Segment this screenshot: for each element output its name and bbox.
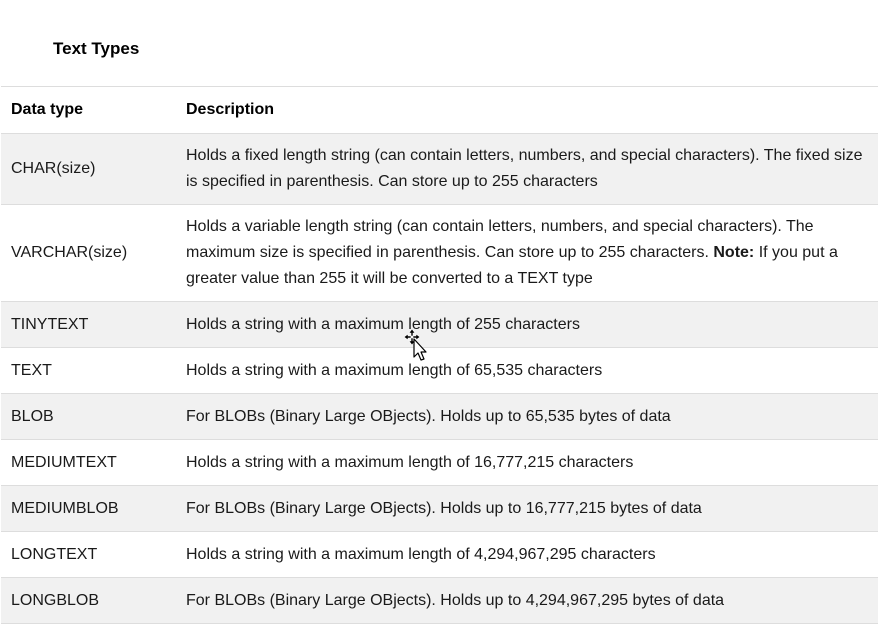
description-cell: Holds a string with a maximum length of … xyxy=(186,531,878,578)
header-description: Description xyxy=(186,86,878,134)
data-type-cell: CHAR(size) xyxy=(1,133,186,205)
data-type-cell: TINYTEXT xyxy=(1,301,186,348)
table-row: LONGTEXT Holds a string with a maximum l… xyxy=(1,531,878,578)
description-cell: Holds a string with a maximum length of … xyxy=(186,347,878,394)
data-type-cell: LONGTEXT xyxy=(1,531,186,578)
section-title: Text Types xyxy=(53,39,140,58)
header-data-type: Data type xyxy=(1,86,186,134)
note-label: Note: xyxy=(713,244,755,261)
description-cell: Holds a string with a maximum length of … xyxy=(186,301,878,348)
data-type-cell: MEDIUMTEXT xyxy=(1,439,186,486)
data-type-cell: MEDIUMBLOB xyxy=(1,485,186,532)
description-text: Holds a fixed length string (can contain… xyxy=(186,147,863,190)
data-type-cell: VARCHAR(size) xyxy=(1,204,186,302)
table-row: LONGBLOB For BLOBs (Binary Large OBjects… xyxy=(1,577,878,624)
description-cell: For BLOBs (Binary Large OBjects). Holds … xyxy=(186,485,878,532)
data-type-cell: BLOB xyxy=(1,393,186,440)
description-cell: Holds a fixed length string (can contain… xyxy=(186,133,878,205)
table-row: TINYTEXT Holds a string with a maximum l… xyxy=(1,301,878,348)
text-types-table: Data type Description CHAR(size) Holds a… xyxy=(1,86,878,624)
table-row: CHAR(size) Holds a fixed length string (… xyxy=(1,133,878,205)
table-row: MEDIUMBLOB For BLOBs (Binary Large OBjec… xyxy=(1,485,878,532)
table-row: MEDIUMTEXT Holds a string with a maximum… xyxy=(1,439,878,486)
description-cell: For BLOBs (Binary Large OBjects). Holds … xyxy=(186,393,878,440)
data-type-cell: TEXT xyxy=(1,347,186,394)
table-row: TEXT Holds a string with a maximum lengt… xyxy=(1,347,878,394)
description-main: Holds a variable length string (can cont… xyxy=(186,218,814,261)
table-row: BLOB For BLOBs (Binary Large OBjects). H… xyxy=(1,393,878,440)
description-text: Holds a variable length string (can cont… xyxy=(186,214,878,292)
description-cell: Holds a string with a maximum length of … xyxy=(186,439,878,486)
table-row: VARCHAR(size) Holds a variable length st… xyxy=(1,204,878,302)
table-header-row: Data type Description xyxy=(1,86,878,134)
data-type-cell: LONGBLOB xyxy=(1,577,186,624)
note-text: If you put a greater value than 255 it w… xyxy=(186,244,838,287)
description-cell: Holds a variable length string (can cont… xyxy=(186,204,878,302)
description-cell: For BLOBs (Binary Large OBjects). Holds … xyxy=(186,577,878,624)
